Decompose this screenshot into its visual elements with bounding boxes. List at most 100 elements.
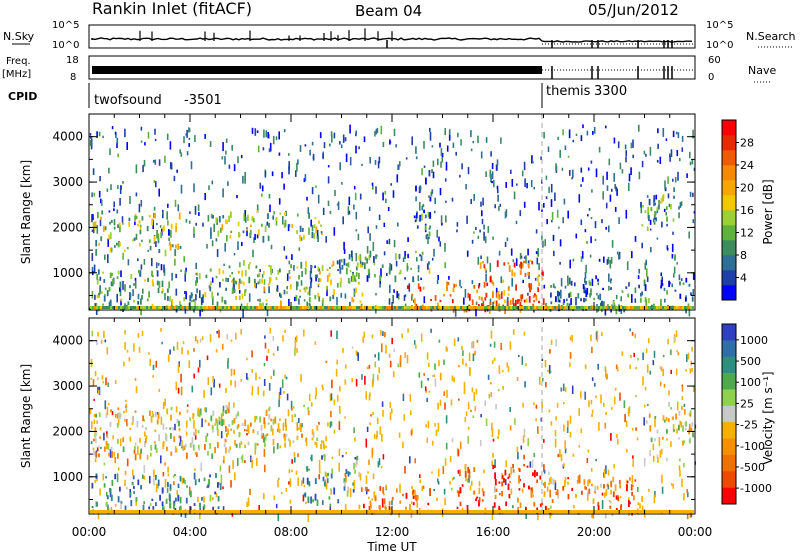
data-cell (343, 248, 346, 254)
data-cell (660, 272, 663, 276)
data-cell (449, 481, 451, 485)
data-cell (113, 208, 115, 212)
data-cell (157, 233, 160, 241)
data-cell (306, 301, 308, 310)
data-cell (104, 306, 106, 309)
data-cell (377, 461, 380, 468)
data-cell (110, 306, 112, 309)
data-cell (155, 241, 157, 247)
data-cell (119, 486, 121, 492)
data-cell (96, 294, 99, 299)
data-cell (113, 451, 116, 457)
data-cell (320, 306, 322, 309)
data-cell (219, 308, 222, 313)
data-cell (300, 510, 302, 513)
data-cell (420, 380, 423, 389)
data-cell (158, 434, 160, 442)
data-cell (117, 407, 120, 411)
data-cell (178, 510, 180, 513)
data-cell (178, 420, 180, 427)
data-cell (395, 144, 397, 148)
data-cell (653, 199, 655, 207)
data-cell (231, 512, 234, 517)
data-cell (110, 219, 113, 223)
data-cell (116, 142, 118, 149)
data-cell (428, 268, 431, 274)
data-cell (190, 306, 192, 309)
data-cell (584, 298, 587, 302)
data-cell (548, 482, 550, 486)
data-cell (522, 402, 524, 408)
data-cell (550, 421, 553, 426)
data-cell (347, 262, 350, 268)
data-cell (246, 429, 248, 432)
data-cell (157, 238, 160, 244)
data-cell (680, 278, 683, 281)
data-cell (337, 269, 339, 272)
data-cell (649, 370, 652, 375)
data-cell (678, 424, 680, 431)
data-cell (445, 200, 447, 203)
data-cell (252, 510, 254, 513)
data-cell (474, 510, 476, 513)
data-cell (449, 455, 452, 463)
data-cell (625, 156, 627, 163)
data-cell (244, 460, 246, 464)
data-cell (129, 196, 131, 205)
data-cell (216, 424, 219, 431)
data-cell (368, 306, 370, 309)
data-cell (95, 473, 98, 480)
data-cell (261, 193, 263, 197)
data-cell (590, 468, 593, 472)
data-cell (209, 334, 212, 343)
data-cell (445, 415, 448, 424)
data-cell (389, 139, 391, 145)
data-cell (512, 259, 515, 263)
data-cell (308, 510, 310, 513)
data-cell (219, 281, 221, 288)
data-cell (295, 470, 298, 475)
data-cell (322, 207, 325, 215)
data-cell (478, 296, 481, 300)
nave-tick-bottom: 0 (708, 72, 714, 83)
data-cell (180, 442, 183, 447)
data-cell (559, 261, 561, 265)
data-cell (272, 306, 274, 309)
data-cell (222, 411, 224, 416)
data-cell (461, 163, 463, 170)
data-cell (148, 306, 150, 309)
data-cell (165, 498, 168, 504)
data-cell (251, 385, 254, 391)
data-cell (464, 464, 467, 470)
data-cell (164, 249, 167, 257)
data-cell (610, 480, 613, 488)
data-cell (454, 308, 457, 317)
data-cell (610, 501, 612, 504)
data-cell (644, 404, 646, 408)
data-cell (666, 216, 668, 222)
data-cell (308, 302, 311, 306)
data-cell (133, 486, 135, 489)
data-cell (166, 487, 169, 493)
data-cell (272, 353, 275, 356)
data-cell (556, 209, 559, 218)
data-cell (613, 464, 615, 469)
data-cell (570, 510, 572, 513)
data-cell (660, 366, 663, 372)
data-cell (406, 355, 409, 364)
data-cell (406, 510, 408, 513)
data-cell (490, 391, 492, 397)
data-cell (361, 292, 364, 297)
data-cell (186, 485, 188, 488)
data-cell (207, 377, 210, 385)
data-cell (626, 480, 629, 483)
data-cell (291, 459, 293, 464)
data-cell (173, 502, 175, 509)
data-cell (251, 390, 253, 396)
data-cell (497, 194, 499, 202)
data-cell (280, 294, 282, 298)
data-cell (102, 510, 104, 513)
data-cell (340, 293, 343, 298)
data-cell (576, 510, 578, 513)
data-cell (543, 203, 545, 208)
